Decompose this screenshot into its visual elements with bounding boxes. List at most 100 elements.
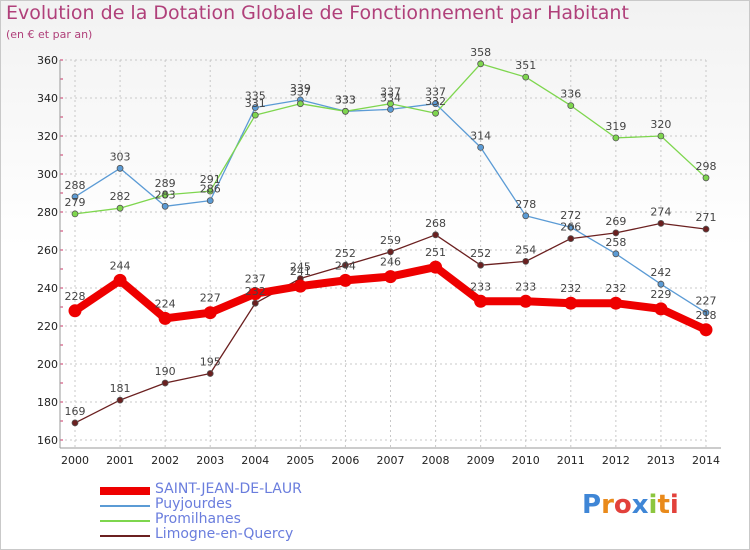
legend-label: Limogne-en-Quercy bbox=[155, 526, 294, 542]
data-label: 333 bbox=[335, 93, 356, 106]
logo-letter: t bbox=[657, 490, 670, 520]
data-label: 244 bbox=[335, 259, 356, 272]
data-point bbox=[477, 261, 485, 269]
data-label: 337 bbox=[380, 86, 401, 99]
data-label: 190 bbox=[155, 365, 176, 378]
y-tick-label: 360 bbox=[37, 54, 58, 67]
data-label: 237 bbox=[245, 273, 266, 286]
logo-letter: o bbox=[613, 490, 632, 520]
data-label: 283 bbox=[155, 188, 176, 201]
data-point bbox=[657, 219, 665, 227]
data-label: 291 bbox=[200, 173, 221, 186]
y-tick-label: 240 bbox=[37, 282, 58, 295]
data-label: 298 bbox=[696, 160, 717, 173]
data-label: 246 bbox=[380, 256, 401, 269]
legend-label: SAINT-JEAN-DE-LAUR bbox=[155, 481, 302, 497]
data-label: 252 bbox=[335, 247, 356, 260]
data-label: 335 bbox=[245, 90, 266, 103]
data-label: 228 bbox=[65, 290, 86, 303]
data-point bbox=[387, 248, 394, 256]
data-label: 278 bbox=[515, 198, 536, 211]
data-point bbox=[522, 73, 530, 81]
data-label: 181 bbox=[110, 382, 131, 395]
data-point bbox=[519, 294, 533, 308]
data-label: 233 bbox=[515, 280, 536, 293]
y-tick-label: 340 bbox=[37, 92, 58, 105]
data-point bbox=[158, 311, 172, 325]
data-label: 320 bbox=[650, 118, 671, 131]
data-label: 224 bbox=[155, 297, 176, 310]
data-point bbox=[564, 296, 578, 310]
y-tick-label: 280 bbox=[37, 206, 58, 219]
data-point bbox=[567, 102, 575, 109]
data-point bbox=[387, 106, 394, 113]
data-label: 232 bbox=[605, 282, 626, 295]
data-label: 358 bbox=[470, 46, 491, 59]
data-label: 333 bbox=[335, 93, 356, 106]
y-tick-label: 200 bbox=[37, 358, 58, 371]
data-point bbox=[71, 193, 79, 201]
legend-swatch bbox=[100, 505, 150, 507]
data-label: 232 bbox=[560, 282, 581, 295]
logo-letter: r bbox=[601, 490, 614, 520]
x-tick-label: 2002 bbox=[151, 454, 179, 467]
data-label: 272 bbox=[560, 209, 581, 222]
data-point bbox=[251, 111, 259, 119]
data-point bbox=[474, 294, 488, 308]
x-tick-label: 2004 bbox=[241, 454, 269, 467]
data-label: 303 bbox=[110, 150, 131, 163]
x-tick-label: 2013 bbox=[647, 454, 675, 467]
data-label: 241 bbox=[290, 265, 311, 278]
proxiti-logo: Proxiti bbox=[582, 490, 679, 520]
logo-letter: x bbox=[631, 490, 649, 520]
data-point bbox=[206, 197, 214, 205]
data-point bbox=[522, 257, 530, 265]
data-point bbox=[567, 235, 575, 243]
data-point bbox=[71, 419, 79, 427]
legend-label: Promilhanes bbox=[155, 511, 241, 527]
logo-letter: i bbox=[669, 490, 679, 520]
data-point bbox=[248, 287, 262, 301]
x-tick-label: 2010 bbox=[512, 454, 540, 467]
data-point bbox=[384, 270, 397, 284]
data-point bbox=[429, 260, 443, 274]
y-tick-label: 260 bbox=[37, 244, 58, 257]
y-tick-label: 180 bbox=[37, 396, 58, 409]
data-point bbox=[113, 273, 127, 287]
data-point bbox=[477, 60, 485, 68]
data-point bbox=[251, 104, 259, 111]
data-label: 271 bbox=[696, 211, 717, 224]
data-label: 337 bbox=[290, 86, 311, 99]
data-point bbox=[432, 100, 439, 108]
chart-title: Evolution de la Dotation Globale de Fonc… bbox=[6, 2, 629, 24]
data-label: 286 bbox=[200, 183, 221, 196]
data-label: 289 bbox=[155, 177, 176, 190]
data-label: 336 bbox=[560, 88, 581, 101]
data-point bbox=[477, 143, 485, 151]
data-point bbox=[293, 279, 307, 293]
data-point bbox=[609, 296, 623, 310]
data-point bbox=[612, 250, 620, 258]
x-tick-label: 2012 bbox=[602, 454, 630, 467]
legend-label: Puyjourdes bbox=[155, 496, 232, 512]
data-label: 169 bbox=[65, 405, 86, 418]
data-label: 268 bbox=[425, 217, 446, 230]
data-label: 269 bbox=[605, 215, 626, 228]
data-label: 229 bbox=[650, 288, 671, 301]
data-point bbox=[161, 379, 169, 387]
data-label: 242 bbox=[650, 266, 671, 279]
data-point bbox=[296, 100, 304, 108]
x-tick-label: 2011 bbox=[557, 454, 585, 467]
data-point bbox=[612, 134, 620, 142]
data-point bbox=[116, 396, 124, 404]
data-label: 334 bbox=[380, 91, 401, 104]
data-point bbox=[702, 174, 710, 182]
x-tick-label: 2000 bbox=[61, 454, 89, 467]
x-tick-label: 2006 bbox=[331, 454, 359, 467]
data-label: 339 bbox=[290, 82, 311, 95]
x-tick-label: 2007 bbox=[377, 454, 405, 467]
y-tick-label: 320 bbox=[37, 130, 58, 143]
data-point bbox=[251, 299, 259, 307]
data-point bbox=[116, 204, 124, 212]
